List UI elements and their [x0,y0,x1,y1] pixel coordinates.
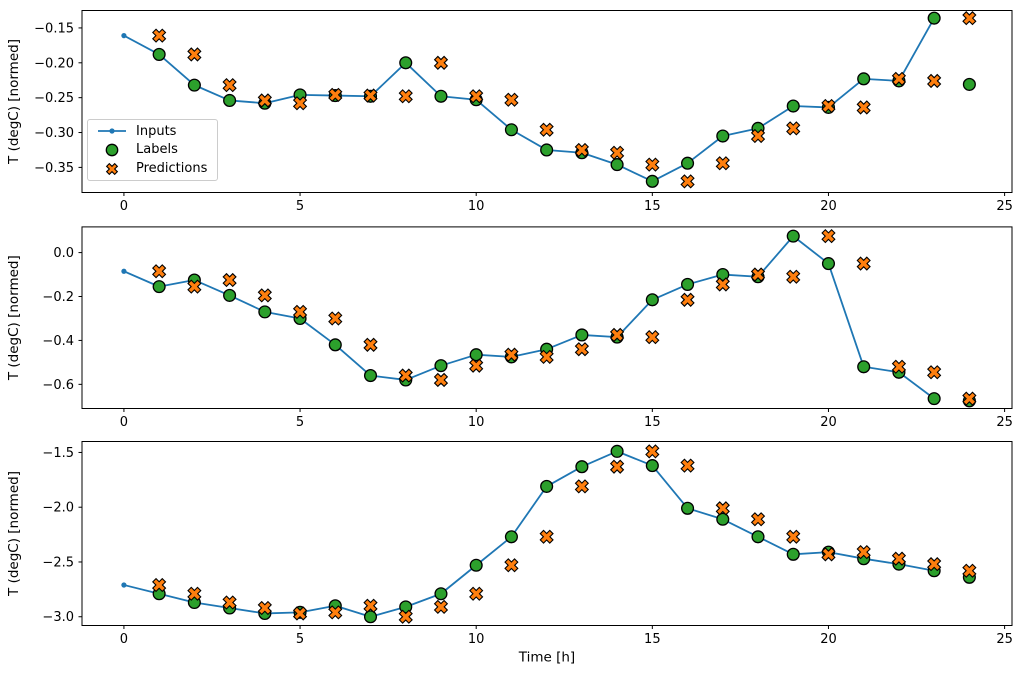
x-tick-label: 10 [468,632,485,647]
x-tick-label: 25 [996,199,1013,214]
y-tick-label: −3.0 [42,610,74,625]
axes-frame [81,226,1013,409]
x-tick-label: 10 [468,199,485,214]
x-tick-label: 0 [120,415,128,430]
x-tick-label: 5 [296,632,304,647]
y-tick-label: −0.20 [34,56,74,71]
legend: Inputs Labels Predictions [87,119,218,181]
subplot-3: 0 5 10 15 20 25 −1.5 −2.0 −2.5 −3.0 T (degC) [norm… [6,441,1013,666]
x-tick-label: 15 [644,415,661,430]
y-tick-label: −2.5 [42,555,74,570]
inputs-line-swatch [98,128,126,134]
axes-frame [81,10,1013,193]
x-tick-label: 20 [820,632,837,647]
y-axis-label: T (degC) [normed] [6,255,22,381]
x-tick-label: 5 [296,199,304,214]
legend-label-inputs: Inputs [136,123,177,139]
x-axis-label: Time [h] [518,650,575,666]
legend-item-predictions: Predictions [97,162,208,176]
x-tick-label: 0 [120,199,128,214]
legend-item-labels: Labels [97,143,208,157]
x-tick-label: 20 [820,415,837,430]
subplot-1: 0 5 10 15 20 25 −0.15 −0.20 −0.25 −0.30 −0.35 T (de… [6,10,1013,214]
x-tick-label: 5 [296,415,304,430]
y-tick-label: −0.25 [34,91,74,106]
legend-label-predictions: Predictions [136,161,208,177]
labels-circle-swatch [105,143,119,157]
y-tick-label: −0.15 [34,21,74,36]
axis-ticks: 0 5 10 15 20 25 −1.5 −2.0 −2.5 −3.0 [42,446,1012,647]
series-predictions [152,11,977,189]
y-axis-label: T (degC) [normed] [6,471,22,597]
y-tick-label: −0.2 [42,290,74,305]
y-tick-label: −0.6 [42,378,74,393]
y-tick-label: −1.5 [42,446,74,461]
y-tick-label: −0.4 [42,334,74,349]
x-tick-label: 25 [996,632,1013,647]
series-predictions [152,444,977,624]
y-tick-label: −0.30 [34,126,74,141]
y-axis-label: T (degC) [normed] [6,39,22,165]
y-tick-label: −0.35 [34,161,74,176]
x-tick-label: 20 [820,199,837,214]
x-tick-label: 15 [644,632,661,647]
x-tick-label: 0 [120,632,128,647]
y-tick-label: −2.0 [42,501,74,516]
x-tick-label: 10 [468,415,485,430]
legend-item-inputs: Inputs [97,124,208,138]
x-tick-label: 15 [644,199,661,214]
predictions-x-swatch [105,162,119,175]
legend-label-labels: Labels [136,142,178,158]
series-predictions [152,228,977,406]
subplot-2: 0 5 10 15 20 25 0.0 −0.2 −0.4 −0.6 T (degC) [norme… [6,226,1013,430]
y-tick-label: 0.0 [53,246,74,261]
axis-ticks: 0 5 10 15 20 25 0.0 −0.2 −0.4 −0.6 [42,246,1012,430]
x-tick-label: 25 [996,415,1013,430]
axis-ticks: 0 5 10 15 20 25 −0.15 −0.20 −0.25 −0.30 −0.35 [34,21,1013,214]
